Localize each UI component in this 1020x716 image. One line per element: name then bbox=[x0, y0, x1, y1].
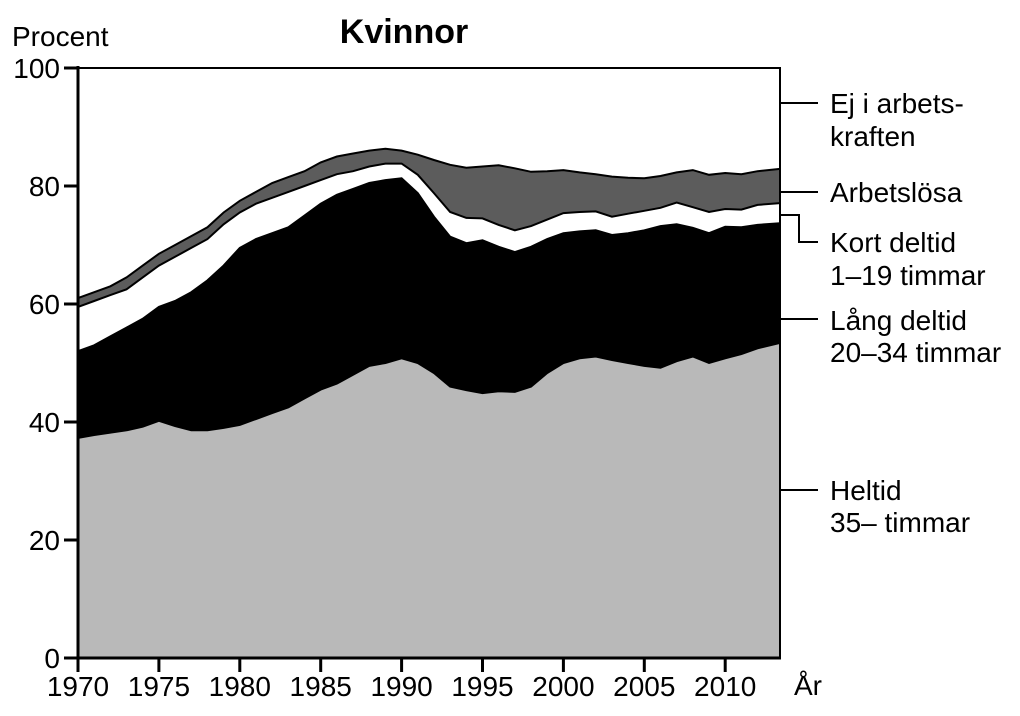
legend-label-lang-deltid: Lång deltid bbox=[830, 305, 967, 336]
boundary-kort-deltid-top bbox=[77, 162, 781, 308]
legend-label-heltid-2: 35– timmar bbox=[830, 507, 970, 538]
x-tick-labels: 1970 1975 1980 1985 1990 1995 2000 2005 … bbox=[47, 671, 756, 702]
y-tick-label: 40 bbox=[29, 407, 60, 438]
legend-label-heltid: Heltid bbox=[830, 475, 902, 506]
x-tick-label: 2010 bbox=[694, 671, 756, 702]
y-ticks bbox=[64, 66, 78, 660]
chart-title: Kvinnor bbox=[340, 13, 468, 51]
x-tick-label: 1985 bbox=[290, 671, 352, 702]
plot-frame bbox=[76, 66, 781, 660]
stacked-areas bbox=[77, 147, 781, 658]
y-tick-labels: 100 80 60 40 20 0 bbox=[13, 53, 60, 674]
boundary-arbetslosa-top bbox=[77, 147, 781, 300]
area-heltid bbox=[78, 342, 780, 658]
x-tick-label: 1970 bbox=[47, 671, 109, 702]
boundary-lang-deltid-top bbox=[77, 177, 781, 353]
y-axis-label: Procent bbox=[12, 21, 109, 52]
x-tick-label: 2000 bbox=[532, 671, 594, 702]
area-arbetslosa bbox=[78, 148, 780, 307]
x-tick-label: 1995 bbox=[451, 671, 513, 702]
legend-label-ej-i-arbetskraften-2: kraften bbox=[830, 121, 916, 152]
y-tick-label: 0 bbox=[44, 643, 60, 674]
x-tick-label: 1975 bbox=[128, 671, 190, 702]
legend-label-ej-i-arbetskraften: Ej i arbets- bbox=[830, 88, 964, 119]
x-axis-label: År bbox=[794, 670, 822, 701]
x-tick-label: 1980 bbox=[209, 671, 271, 702]
y-tick-label: 100 bbox=[13, 53, 60, 84]
legend-label-kort-deltid: Kort deltid bbox=[830, 227, 956, 258]
x-tick-label: 1990 bbox=[370, 671, 432, 702]
legend: Ej i arbets- kraften Arbetslösa Kort del… bbox=[780, 88, 1001, 538]
legend-label-kort-deltid-2: 1–19 timmar bbox=[830, 260, 986, 291]
y-tick-label: 80 bbox=[29, 171, 60, 202]
boundary-heltid-top bbox=[77, 341, 781, 439]
area-lang-deltid bbox=[78, 178, 780, 438]
x-tick-label: 2005 bbox=[613, 671, 675, 702]
legend-label-arbetslosa: Arbetslösa bbox=[830, 177, 963, 208]
y-tick-label: 20 bbox=[29, 525, 60, 556]
leader-line-kort-deltid bbox=[780, 214, 818, 243]
x-ticks bbox=[76, 658, 727, 672]
area-kort-deltid bbox=[78, 163, 780, 352]
y-tick-label: 60 bbox=[29, 289, 60, 320]
legend-label-lang-deltid-2: 20–34 timmar bbox=[830, 337, 1001, 368]
